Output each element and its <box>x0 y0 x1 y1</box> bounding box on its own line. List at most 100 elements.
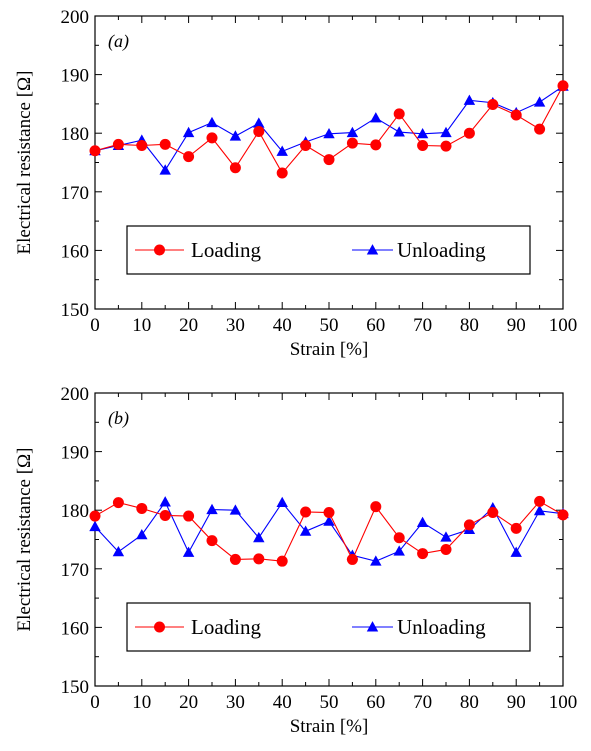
data-point-loading <box>253 553 265 565</box>
data-point-unloading <box>416 127 429 139</box>
legend-label-loading: Loading <box>191 238 261 262</box>
data-point-loading <box>463 519 475 531</box>
data-point-loading <box>136 140 148 152</box>
data-point-unloading <box>206 503 218 515</box>
data-point-unloading <box>89 520 101 532</box>
data-point-loading <box>300 140 312 152</box>
legend-marker-unloading <box>366 621 379 632</box>
data-point-loading <box>89 510 101 522</box>
data-point-unloading <box>112 545 125 557</box>
data-point-unloading <box>276 496 288 508</box>
data-point-unloading <box>323 515 335 526</box>
x-tick-label: 100 <box>549 692 578 713</box>
x-tick-label: 20 <box>179 692 198 713</box>
x-tick-label: 60 <box>366 692 385 713</box>
legend-label-unloading: Unloading <box>397 615 486 639</box>
legend-label-unloading: Unloading <box>397 238 486 262</box>
x-tick-label: 60 <box>366 315 385 336</box>
data-point-loading <box>463 127 475 139</box>
data-point-loading <box>534 495 546 507</box>
data-point-loading <box>136 502 148 514</box>
data-point-loading <box>206 132 218 144</box>
chart-panel-1: 0 10 20 30 40 50 60 70 80 90 100 150 160 170 180 190 200… <box>14 7 577 360</box>
legend-label-loading: Loading <box>191 615 261 639</box>
x-tick-label: 40 <box>273 692 292 713</box>
data-point-loading <box>323 507 335 519</box>
data-point-unloading <box>370 555 382 566</box>
data-point-loading <box>159 509 171 521</box>
data-point-loading <box>183 151 195 163</box>
data-point-unloading <box>159 164 171 175</box>
y-tick-label: 160 <box>61 618 90 639</box>
y-tick-label: 160 <box>61 241 90 262</box>
data-point-unloading <box>182 126 195 138</box>
data-point-loading <box>112 138 124 150</box>
data-point-loading <box>206 535 218 547</box>
data-point-loading <box>487 507 499 519</box>
x-tick-label: 30 <box>226 692 245 713</box>
chart-panel-2: 0 10 20 30 40 50 60 70 80 90 100 150 160 170 180 190 200… <box>14 384 577 737</box>
data-point-loading <box>229 162 241 174</box>
data-point-unloading <box>299 525 312 536</box>
y-tick-label: 200 <box>61 7 90 28</box>
y-tick-label: 150 <box>61 677 90 698</box>
panel-label: (b) <box>108 408 129 429</box>
data-point-unloading <box>136 528 148 540</box>
data-point-loading <box>440 543 452 555</box>
legend: Loading Unloading <box>126 602 531 652</box>
data-point-unloading <box>229 130 242 141</box>
data-point-loading <box>229 553 241 565</box>
data-point-unloading <box>533 504 546 516</box>
x-tick-label: 50 <box>320 315 339 336</box>
data-point-loading <box>417 140 429 152</box>
data-point-loading <box>112 497 124 509</box>
data-point-unloading <box>323 127 335 139</box>
x-axis-title: Strain [%] <box>290 339 369 360</box>
data-point-loading <box>534 123 546 135</box>
data-point-loading <box>417 548 429 560</box>
y-tick-label: 150 <box>61 300 90 321</box>
data-point-loading <box>510 109 522 121</box>
data-point-unloading <box>510 546 522 557</box>
y-tick-label: 200 <box>61 384 90 405</box>
x-tick-label: 90 <box>507 315 526 336</box>
x-tick-label: 20 <box>179 315 198 336</box>
data-point-loading <box>89 145 101 157</box>
data-point-unloading <box>393 126 405 137</box>
y-axis-title: Electrical resistance [Ω] <box>14 71 35 255</box>
data-point-loading <box>323 154 335 166</box>
data-point-unloading <box>393 545 405 556</box>
data-point-loading <box>253 125 265 137</box>
x-tick-label: 80 <box>460 692 479 713</box>
y-tick-label: 170 <box>61 183 90 204</box>
data-point-loading <box>557 509 569 521</box>
x-tick-label: 0 <box>90 692 100 713</box>
data-point-loading <box>393 108 405 120</box>
legend-marker-loading <box>154 244 166 256</box>
y-tick-label: 190 <box>61 66 90 87</box>
y-tick-label: 180 <box>61 501 90 522</box>
data-point-loading <box>346 553 358 565</box>
x-tick-label: 0 <box>90 315 100 336</box>
legend-box <box>126 225 531 275</box>
x-tick-label: 100 <box>549 315 578 336</box>
y-axis-title: Electrical resistance [Ω] <box>14 448 35 632</box>
data-point-unloading <box>276 145 288 156</box>
x-tick-label: 70 <box>413 692 432 713</box>
legend-marker-unloading <box>366 244 379 255</box>
data-point-unloading <box>253 531 265 543</box>
data-point-unloading <box>416 516 429 527</box>
data-point-unloading <box>370 112 382 123</box>
data-point-unloading <box>463 94 476 105</box>
data-point-unloading <box>182 546 195 557</box>
x-tick-label: 40 <box>273 315 292 336</box>
y-tick-label: 180 <box>61 124 90 145</box>
legend: Loading Unloading <box>126 225 531 275</box>
data-point-unloading <box>440 531 452 542</box>
x-tick-label: 80 <box>460 315 479 336</box>
data-point-unloading <box>533 96 546 107</box>
data-point-unloading <box>346 126 359 138</box>
x-tick-label: 50 <box>320 692 339 713</box>
x-tick-label: 90 <box>507 692 526 713</box>
